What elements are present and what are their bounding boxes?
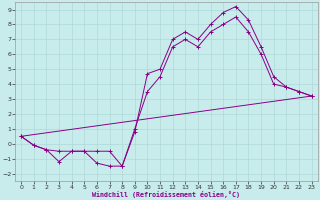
X-axis label: Windchill (Refroidissement éolien,°C): Windchill (Refroidissement éolien,°C) [92, 191, 240, 198]
